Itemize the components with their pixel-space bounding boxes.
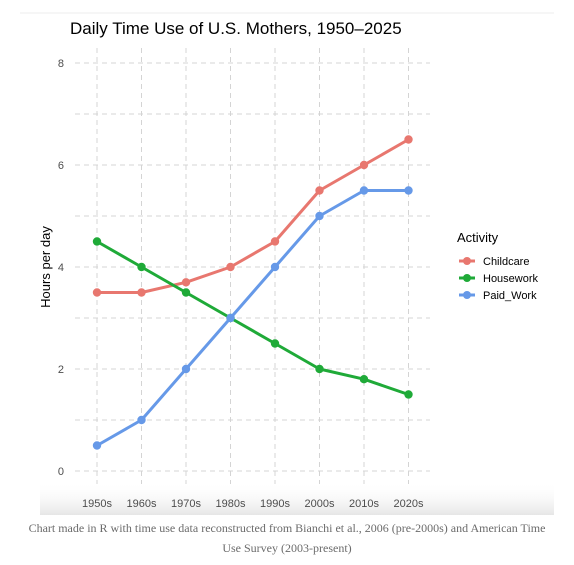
paid-work-point [226,313,235,323]
y-tick-label: 4 [58,262,64,274]
childcare-point [226,262,235,272]
x-axis-ticks: 1950s 1960s 1970s 1980s 1990s 2000s 2010s 2020s [82,498,424,510]
x-tick-label: 2000s [305,498,335,510]
y-axis-ticks: 0 2 4 6 8 [58,58,64,478]
paid-work-point [92,441,102,450]
plot-area [92,135,413,450]
paid-work-point [137,415,146,425]
housework-line [95,240,410,396]
housework-point [404,390,413,399]
legend-key-point [463,291,471,299]
x-tick-label: 1950s [82,498,112,510]
x-tick-label: 1980s [216,498,246,510]
childcare-point [315,186,324,195]
childcare-point [181,278,191,287]
y-axis-label: Hours per day [38,226,53,308]
legend: Activity Childcare Housework Paid_Work [457,230,539,302]
paid-work-point [270,262,280,272]
series-paid-work [92,186,413,450]
chart-caption: Chart made in R with time use data recon… [28,521,546,555]
housework-point [92,237,102,246]
paid-work-point [181,364,191,374]
paid-work-line [95,189,410,447]
legend-item-housework: Housework [459,273,539,285]
housework-point [181,288,191,297]
bottom-fade [40,482,554,515]
legend-item-paid-work: Paid_Work [459,290,537,302]
childcare-point [359,160,369,170]
series-childcare [92,135,413,297]
housework-point [359,375,369,384]
y-tick-label: 0 [58,466,64,478]
x-tick-label: 1970s [171,498,201,510]
x-tick-label: 1960s [127,498,157,510]
x-tick-label: 2010s [349,498,379,510]
legend-title: Activity [457,230,499,245]
childcare-point [404,135,413,144]
housework-point [270,339,280,348]
legend-key-point [463,274,471,282]
childcare-point [270,237,280,246]
y-tick-label: 8 [58,58,64,70]
childcare-line [95,138,410,294]
paid-work-point [404,186,413,195]
y-tick-label: 6 [58,160,64,172]
legend-key-point [463,257,471,265]
housework-point [315,364,324,374]
legend-label: Childcare [483,256,529,268]
x-tick-label: 1990s [260,498,290,510]
chart-background [0,0,574,515]
y-tick-label: 2 [58,364,64,376]
childcare-point [137,288,146,297]
legend-label: Housework [483,273,539,285]
housework-point [137,262,146,272]
paid-work-point [315,211,324,221]
chart: 0 2 4 6 8 1950s 1960s 1970s 1980s 1990s 2000s 2010… [0,0,574,515]
paid-work-point [359,186,369,195]
legend-label: Paid_Work [483,290,537,302]
legend-item-childcare: Childcare [459,256,529,268]
chart-title: Daily Time Use of U.S. Mothers, 1950–202… [70,19,402,38]
x-tick-label: 2020s [394,498,424,510]
childcare-point [92,288,102,297]
